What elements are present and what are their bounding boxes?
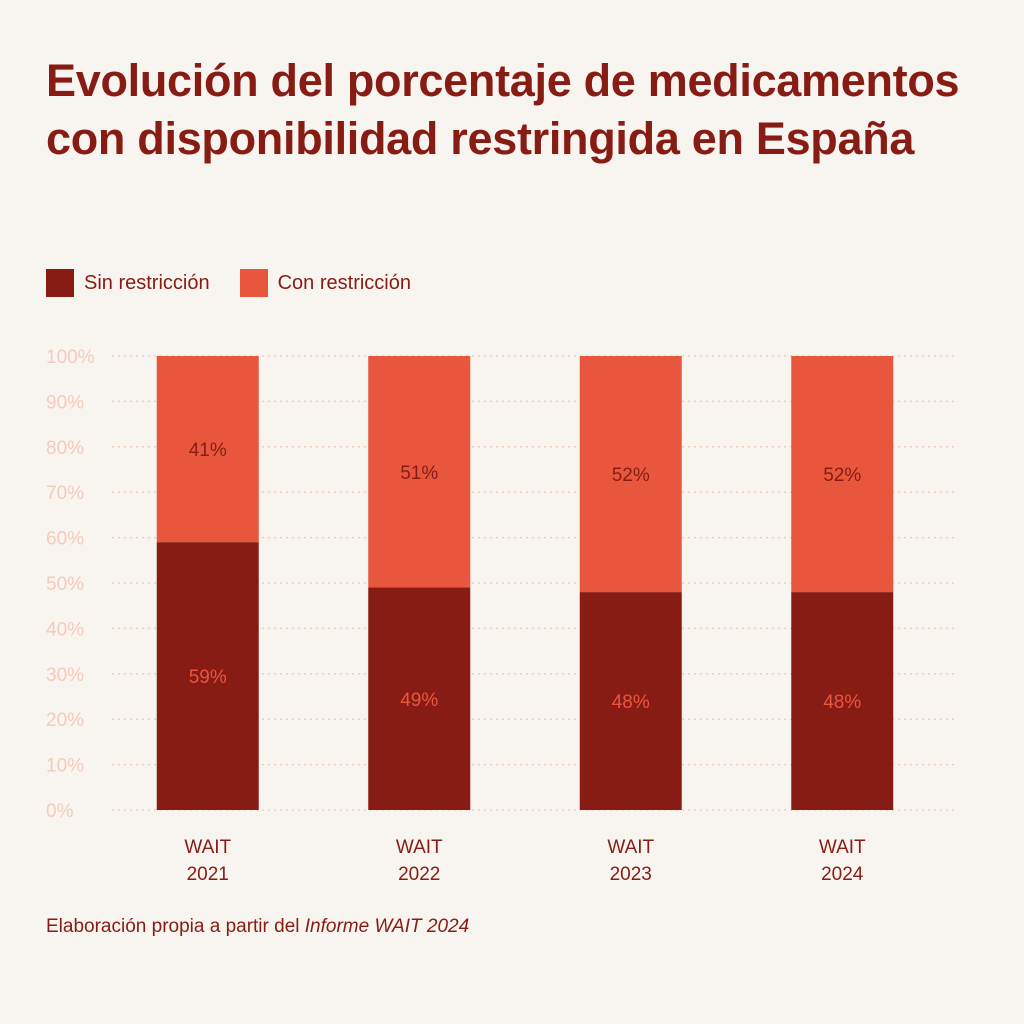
legend-label-sin-restriccion: Sin restricción [84, 271, 210, 294]
x-tick-label: 2022 [398, 864, 440, 885]
data-label: 52% [823, 465, 861, 486]
y-tick-label: 20% [46, 710, 84, 731]
y-tick-label: 100% [46, 347, 95, 368]
bar-segment [791, 356, 894, 593]
data-label: 52% [612, 465, 650, 486]
data-label: 41% [189, 440, 227, 461]
legend: Sin restricción Con restricción [46, 269, 441, 297]
bar-segment [579, 592, 682, 810]
y-tick-label: 70% [46, 483, 84, 504]
x-tick-label: WAIT [396, 837, 443, 858]
data-label: 51% [400, 463, 438, 484]
data-label: 48% [823, 692, 861, 713]
y-tick-label: 60% [46, 529, 84, 550]
y-tick-label: 80% [46, 438, 84, 459]
bar-segment [368, 587, 471, 810]
source-title: Informe WAIT 2024 [304, 916, 470, 937]
legend-swatch-sin-restriccion [46, 269, 74, 297]
y-tick-label: 0% [46, 801, 74, 822]
y-tick-label: 10% [46, 756, 84, 777]
source-prefix: Elaboración propia a partir del [46, 916, 305, 937]
x-tick-label: 2024 [821, 864, 864, 885]
legend-item-sin-restriccion: Sin restricción [46, 269, 210, 297]
y-tick-label: 40% [46, 619, 84, 640]
bar-segment [368, 356, 471, 588]
bar-segment [579, 356, 682, 593]
bar-segment [791, 592, 894, 810]
legend-item-con-restriccion: Con restricción [239, 269, 411, 297]
x-tick-label: 2023 [610, 864, 652, 885]
x-tick-label: WAIT [819, 837, 866, 858]
x-tick-label: 2021 [187, 864, 229, 885]
data-label: 48% [612, 692, 650, 713]
data-label: 59% [189, 667, 227, 688]
bar-segment [156, 356, 259, 543]
legend-label-con-restriccion: Con restricción [277, 271, 411, 294]
y-tick-label: 50% [46, 574, 84, 595]
x-tick-label: WAIT [184, 837, 231, 858]
y-tick-label: 30% [46, 665, 84, 686]
source-note: Elaboración propia a partir del Informe … [46, 916, 469, 938]
chart-title: Evolución del porcentaje de medicamentos… [46, 55, 960, 164]
legend-swatch-con-restriccion [239, 269, 268, 297]
y-tick-label: 90% [46, 392, 84, 413]
x-tick-label: WAIT [607, 837, 654, 858]
bar-segment [156, 542, 259, 810]
data-label: 49% [400, 690, 438, 711]
